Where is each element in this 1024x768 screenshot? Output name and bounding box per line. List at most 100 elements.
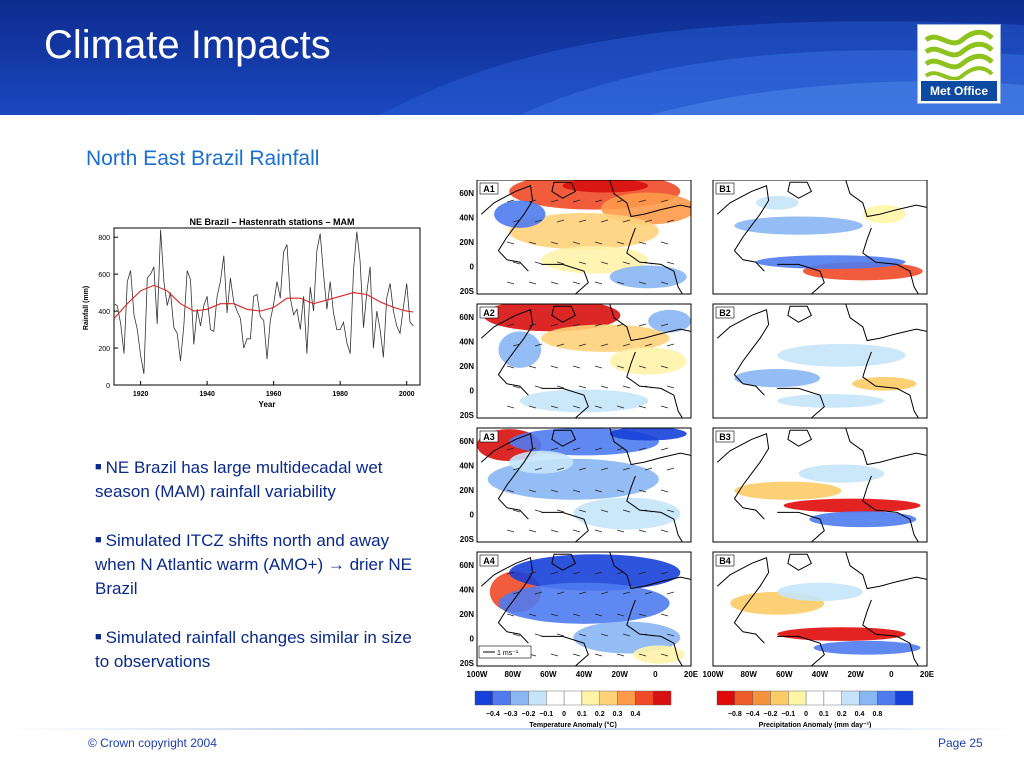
- wind-vector-arrow: [550, 199, 559, 203]
- wind-vector-arrow: [638, 241, 647, 245]
- wind-vector-arrow: [534, 467, 543, 471]
- wind-vector-arrow: [644, 219, 653, 223]
- anomaly-region: [494, 200, 546, 228]
- colorbar-swatch: [599, 690, 618, 706]
- panel-frame: [712, 180, 928, 295]
- wind-vector-arrow: [534, 219, 543, 223]
- chart-title: NE Brazil – Hastenrath stations – MAM: [189, 217, 354, 227]
- smoothed-rainfall-line: [113, 284, 414, 319]
- wind-vector-arrow: [638, 613, 647, 617]
- wind-vector-arrow: [660, 613, 669, 617]
- anomaly-region: [777, 627, 906, 641]
- panel-label-box: [479, 554, 499, 567]
- x-axis-label: Year: [259, 400, 276, 409]
- footer-divider: [0, 728, 1024, 730]
- wind-vector-arrow: [666, 467, 675, 471]
- anomaly-region: [862, 205, 906, 224]
- colorbar-label: 0.3: [613, 711, 623, 718]
- anomaly-region: [541, 324, 670, 352]
- panel-label-box: [715, 182, 735, 195]
- wind-vector-arrow: [666, 633, 675, 637]
- anomaly-region: [648, 309, 691, 333]
- bullet-list: ■ NE Brazil has large multidecadal wet se…: [95, 455, 425, 698]
- map-panel-b3: B3: [712, 427, 928, 543]
- footer-copyright: © Crown copyright 2004: [88, 736, 217, 750]
- wind-vector-arrow: [622, 219, 631, 223]
- wind-vector-arrow: [572, 613, 581, 617]
- wind-vector-arrow: [572, 405, 581, 409]
- wind-vector-arrow: [616, 199, 625, 203]
- wind-vector-arrow: [638, 489, 647, 493]
- longitude-label: 80W: [504, 670, 521, 679]
- anomaly-region: [755, 255, 906, 269]
- map-panel-b4: B4: [712, 551, 928, 667]
- wind-vector-arrow: [638, 323, 647, 327]
- wind-vector-arrow: [528, 447, 537, 451]
- wind-vector-arrow: [572, 653, 581, 657]
- wind-vector-arrow: [528, 571, 537, 575]
- wind-vector-arrow: [622, 509, 631, 513]
- colorbar-label: −0.3: [504, 711, 518, 718]
- bullet-item: ■ NE Brazil has large multidecadal wet se…: [95, 455, 425, 504]
- latitude-label: 20N: [459, 610, 474, 619]
- longitude-label: 40W: [576, 670, 593, 679]
- logo-text: Met Office: [921, 81, 997, 101]
- wind-vector-arrow: [644, 633, 653, 637]
- colorbar-swatch: [652, 690, 672, 706]
- coastline: [787, 429, 813, 447]
- wind-vector-arrow: [660, 529, 669, 533]
- anomaly-region: [734, 481, 842, 500]
- anomaly-region: [483, 304, 621, 332]
- wind-vector-arrow: [506, 323, 515, 327]
- wind-vector-arrow: [506, 199, 515, 203]
- colorbar-label: 0.4: [855, 711, 865, 718]
- wind-vector-arrow: [550, 653, 559, 657]
- anomaly-region: [562, 180, 649, 193]
- wind-vector-arrow: [506, 613, 515, 617]
- wind-vector-arrow: [512, 261, 521, 265]
- longitude-label: 20E: [684, 670, 699, 679]
- wind-vector-arrow: [572, 529, 581, 533]
- colorbar-swatch: [635, 690, 654, 706]
- wind-vector-arrow: [534, 385, 543, 389]
- wind-vector-arrow: [550, 447, 559, 451]
- longitude-label: 0: [889, 670, 894, 679]
- colorbar-swatch: [563, 690, 583, 706]
- coastline: [777, 263, 825, 294]
- wind-vector-arrow: [528, 323, 537, 327]
- wind-vector-arrow: [528, 241, 537, 245]
- wind-vector-arrow: [616, 405, 625, 409]
- wind-vector-arrow: [578, 261, 587, 265]
- anomaly-region: [609, 347, 687, 375]
- panel-label: B2: [719, 308, 731, 318]
- panel-label-box: [715, 554, 735, 567]
- wind-vector-arrow: [506, 241, 515, 245]
- wind-vector-arrow: [660, 241, 669, 245]
- wind-vector-arrow: [578, 385, 587, 389]
- wind-vector-arrow: [550, 241, 559, 245]
- coastline: [541, 387, 589, 418]
- anomaly-region: [633, 645, 685, 664]
- wind-vector-arrow: [616, 447, 625, 451]
- longitude-label: 20W: [847, 670, 864, 679]
- coastline: [777, 387, 825, 418]
- colorbar-swatch: [841, 690, 860, 706]
- wind-vector-arrow: [512, 385, 521, 389]
- colorbar-swatch: [823, 690, 842, 706]
- map-panel-a4: A4: [476, 551, 692, 667]
- colorbar-label: −0.8: [728, 711, 742, 718]
- wind-vector-arrow: [660, 199, 669, 203]
- colorbar-label: −0.2: [522, 711, 536, 718]
- wind-vector-arrow: [594, 281, 603, 285]
- wind-vector-arrow: [616, 613, 625, 617]
- colorbar-label: 0.1: [819, 711, 829, 718]
- wind-vector-arrow: [528, 281, 537, 285]
- coastline: [777, 635, 825, 666]
- anomaly-region: [777, 394, 885, 408]
- wind-vector-arrow: [572, 241, 581, 245]
- wind-vector-arrow: [594, 323, 603, 327]
- coastline: [551, 429, 577, 447]
- bullet-square-icon: ■: [95, 631, 102, 643]
- wind-vector-arrow: [572, 323, 581, 327]
- anomaly-region: [573, 621, 681, 654]
